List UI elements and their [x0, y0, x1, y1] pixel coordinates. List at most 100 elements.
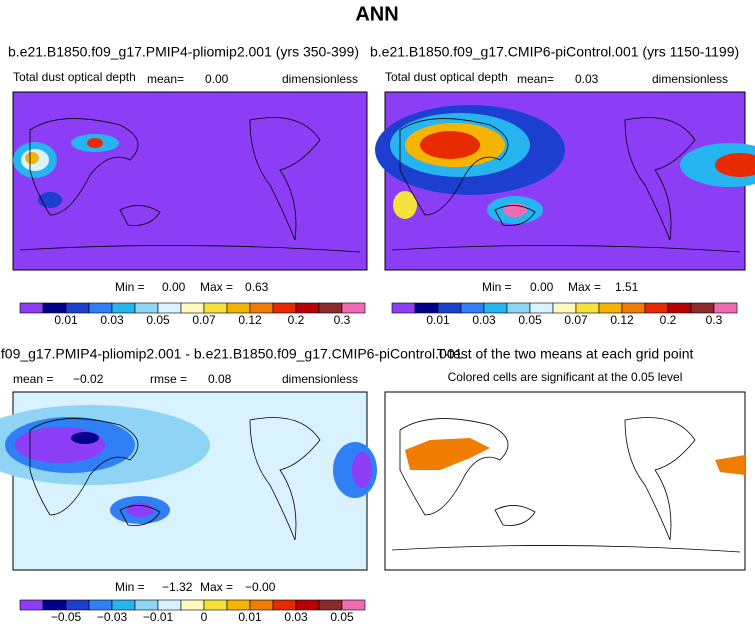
colorbar-label: 0.01 [426, 313, 450, 327]
mean-label: mean = [13, 372, 53, 386]
min-label: Min = [115, 280, 145, 294]
colorbar-box [414, 302, 439, 314]
max-value: −0.00 [245, 580, 276, 594]
colorbar-box [19, 599, 44, 611]
colorbar-box [226, 599, 251, 611]
colorbar-box [644, 302, 669, 314]
colorbar-box [341, 599, 366, 611]
min-value: 0.00 [530, 280, 554, 294]
colorbar-box [598, 302, 623, 314]
max-label: Max = [568, 280, 601, 294]
panel-subtitle: Colored cells are significant at the 0.0… [448, 370, 683, 384]
colorbar-label: 0.05 [330, 610, 354, 624]
colorbar-box [713, 302, 738, 314]
colorbar-box [88, 599, 113, 611]
figure-title: ANN [355, 3, 398, 25]
colorbar-box [391, 302, 416, 314]
colorbar-box [42, 302, 67, 314]
rmse-value: 0.08 [208, 372, 232, 386]
colorbar-box [203, 302, 228, 314]
colorbar-box [483, 302, 508, 314]
colorbar-box [249, 302, 274, 314]
colorbar-box [19, 302, 44, 314]
colorbar-label: −0.05 [51, 610, 82, 624]
colorbar-box [437, 302, 462, 314]
mean-label: mean= [517, 72, 554, 86]
panel-title: b.e21.B1850.f09_g17.PMIP4-pliomip2.001 -… [0, 346, 463, 362]
colorbar-box [65, 599, 90, 611]
colorbar-label: 0 [201, 610, 208, 624]
colorbar-box [552, 302, 577, 314]
colorbar-box [295, 599, 320, 611]
colorbar-box [134, 599, 159, 611]
colorbar-box [180, 302, 205, 314]
colorbar-box [667, 302, 692, 314]
colorbar-box [111, 302, 136, 314]
colorbar-box [341, 302, 366, 314]
colorbar-label: 0.2 [288, 313, 305, 327]
mean-label: mean= [147, 72, 184, 86]
units: dimensionless [652, 72, 728, 86]
colorbar-box [318, 599, 343, 611]
colorbar-label: 0.03 [284, 610, 308, 624]
colorbar-label: 0.05 [146, 313, 170, 327]
colorbar-box [621, 302, 646, 314]
coastlines [19, 117, 741, 553]
mean-value: 0.00 [205, 72, 229, 86]
colorbar-label: 0.3 [334, 313, 351, 327]
colorbar-box [318, 302, 343, 314]
min-value: −1.32 [162, 580, 193, 594]
colorbar-box [575, 302, 600, 314]
colorbar-label: 0.05 [518, 313, 542, 327]
min-label: Min = [482, 280, 512, 294]
panel-subtitle: Total dust optical depth [13, 70, 136, 84]
mean-value: 0.03 [575, 72, 599, 86]
colorbar-box [226, 302, 251, 314]
colorbar-box [506, 302, 531, 314]
colorbar-box [203, 599, 228, 611]
map [375, 91, 755, 271]
colorbar-box [460, 302, 485, 314]
panel-title: b.e21.B1850.f09_g17.PMIP4-pliomip2.001 (… [8, 44, 359, 60]
colorbar-label: 0.3 [706, 313, 723, 327]
map [384, 391, 746, 571]
min-label: Min = [115, 580, 145, 594]
colorbar-label: −0.03 [97, 610, 128, 624]
max-value: 1.51 [615, 280, 639, 294]
colorbar-box [249, 599, 274, 611]
colorbar-label: 0.01 [238, 610, 262, 624]
colorbar-box [690, 302, 715, 314]
mean-value: −0.02 [73, 372, 104, 386]
units: dimensionless [282, 372, 358, 386]
colorbar-box [272, 599, 297, 611]
rmse-label: rmse = [150, 372, 187, 386]
map [12, 91, 368, 271]
colorbar-box [42, 599, 67, 611]
map [0, 391, 377, 571]
min-value: 0.00 [162, 280, 186, 294]
colorbar-box [295, 302, 320, 314]
units: dimensionless [282, 72, 358, 86]
colorbar-box [180, 599, 205, 611]
colorbar-box [272, 302, 297, 314]
colorbar-box [134, 302, 159, 314]
max-label: Max = [200, 280, 233, 294]
max-value: 0.63 [245, 280, 269, 294]
colorbar-box [157, 599, 182, 611]
panel-subtitle: Total dust optical depth [385, 70, 508, 84]
colorbar-label: 0.12 [610, 313, 634, 327]
colorbar-box [157, 302, 182, 314]
colorbar-box [529, 302, 554, 314]
colorbar-label: 0.12 [238, 313, 262, 327]
panel-title: b.e21.B1850.f09_g17.CMIP6-piControl.001 … [370, 44, 739, 60]
colorbar-label: −0.01 [143, 610, 174, 624]
colorbar-label: 0.03 [100, 313, 124, 327]
max-label: Max = [200, 580, 233, 594]
colorbar-label: 0.07 [192, 313, 216, 327]
colorbar-box [65, 302, 90, 314]
colorbar-label: 0.2 [660, 313, 677, 327]
colorbar-label: 0.03 [472, 313, 496, 327]
colorbar-label: 0.07 [564, 313, 588, 327]
colorbar-label: 0.01 [54, 313, 78, 327]
